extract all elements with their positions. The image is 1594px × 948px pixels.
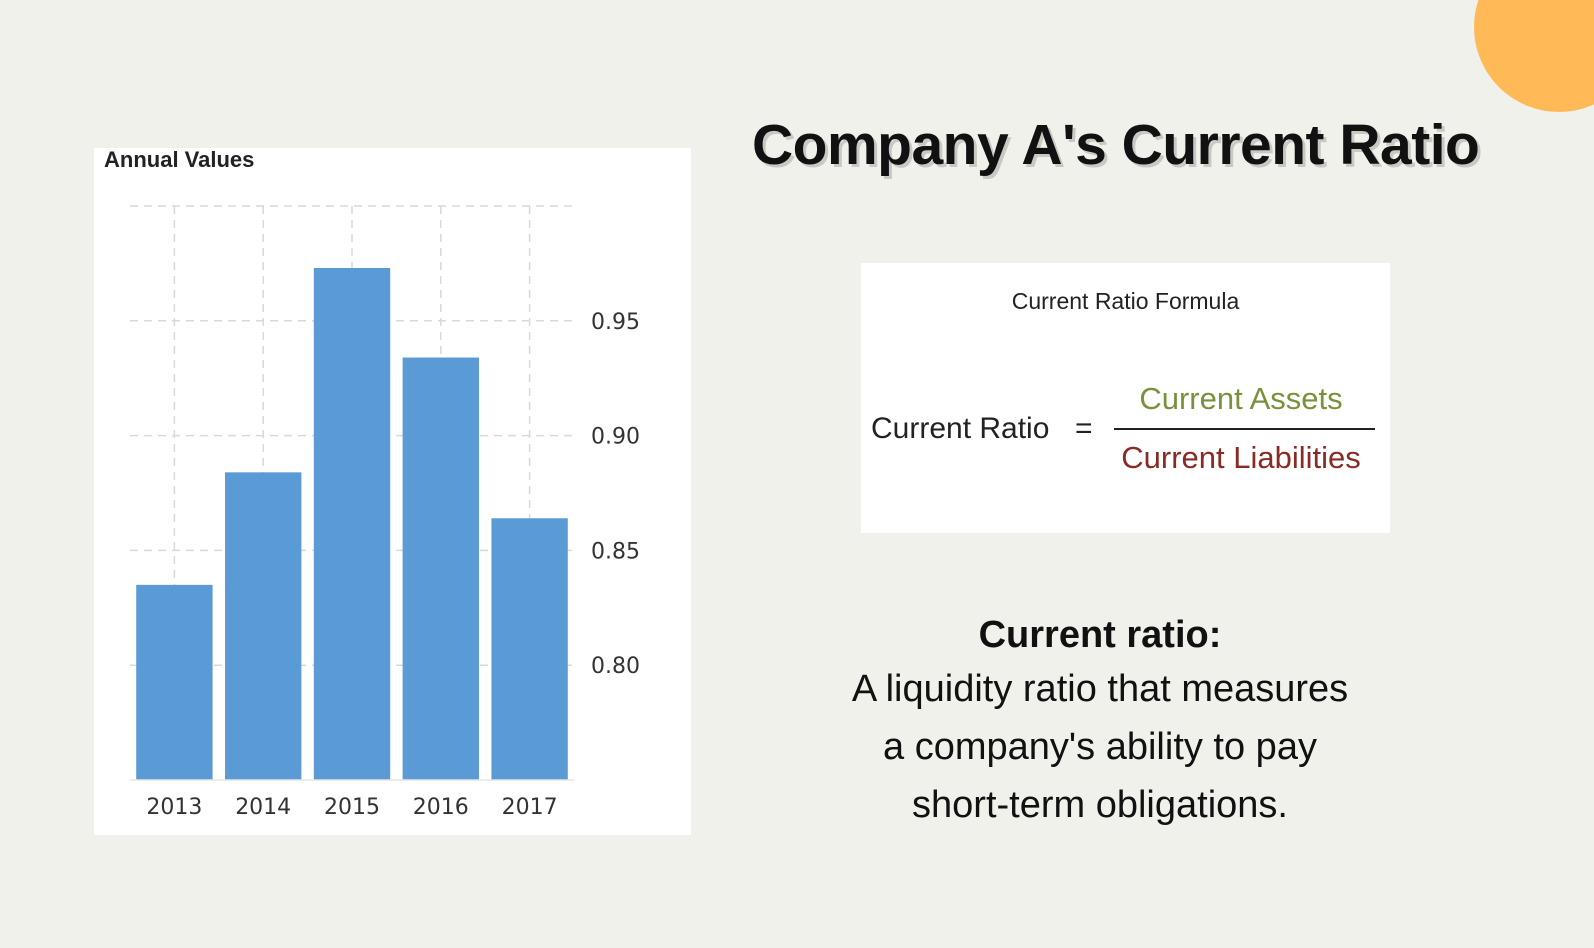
bar-2013 [136,584,213,780]
fraction-bar [1114,428,1375,430]
page-title: Company A's Current Ratio [752,113,1480,177]
y-tick-label: 0.90 [591,425,640,450]
x-tick-label: 2015 [324,795,380,820]
bar-chart: Annual Values 2013 2014 2015 2016 2017 0.80 0.8… [104,148,640,820]
formula-numerator: Current Assets [1139,381,1343,416]
definition-line: A liquidity ratio that measures [851,668,1349,710]
formula-card: Current Ratio Formula Current Ratio = Cu… [861,263,1390,533]
bar-chart-card: Annual Values 2013 2014 2015 2016 2017 0.80 0.8… [94,148,691,835]
definition-line: a company's ability to pay [883,726,1317,768]
bar-2017 [491,518,568,780]
definition-heading: Current ratio: [978,614,1222,656]
bar-2014 [225,472,302,780]
x-tick-label: 2016 [413,795,469,820]
formula-equals-sign: = [1075,412,1093,445]
formula-denominator: Current Liabilities [1121,440,1361,475]
definition-body: A liquidity ratio that measures a compan… [790,660,1410,834]
bar-2015 [313,267,391,780]
y-tick-label: 0.95 [591,310,640,335]
y-tick-label: 0.80 [591,654,640,679]
x-tick-label: 2014 [235,795,291,820]
x-tick-label: 2013 [146,795,202,820]
definition-block: Current ratio: A liquidity ratio that me… [790,610,1410,834]
decorative-circle [1474,0,1594,112]
definition-line: short-term obligations. [912,784,1288,826]
x-tick-label: 2017 [502,795,558,820]
chart-title: Annual Values [104,148,254,172]
formula-lhs: Current Ratio [871,412,1050,445]
bar-2016 [402,357,479,780]
y-tick-label: 0.85 [591,539,640,564]
formula-caption: Current Ratio Formula [1011,288,1240,314]
